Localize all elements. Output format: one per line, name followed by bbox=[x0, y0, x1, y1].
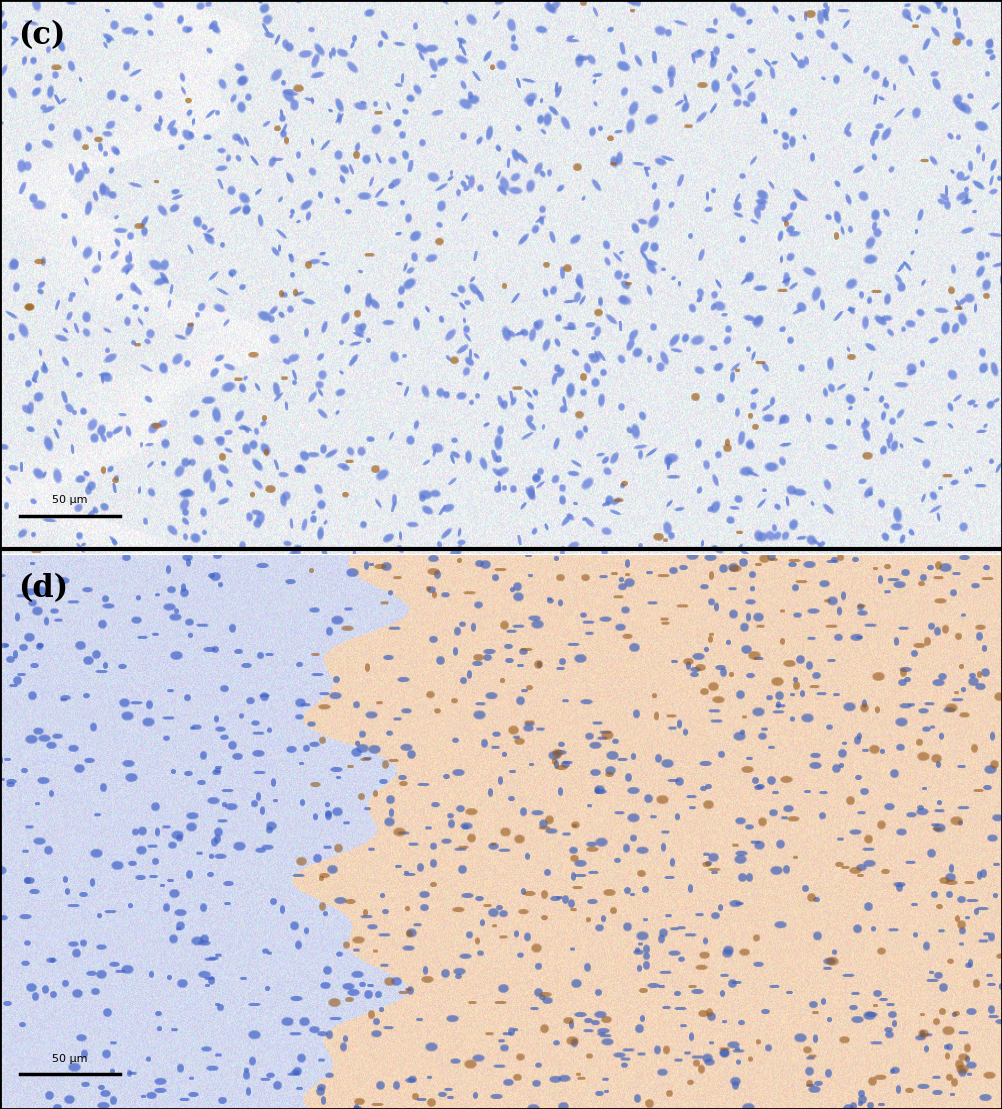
Text: (d): (d) bbox=[18, 572, 68, 603]
Text: (c): (c) bbox=[18, 20, 65, 51]
Text: 50 µm: 50 µm bbox=[52, 1054, 88, 1064]
Text: 50 µm: 50 µm bbox=[52, 495, 88, 505]
